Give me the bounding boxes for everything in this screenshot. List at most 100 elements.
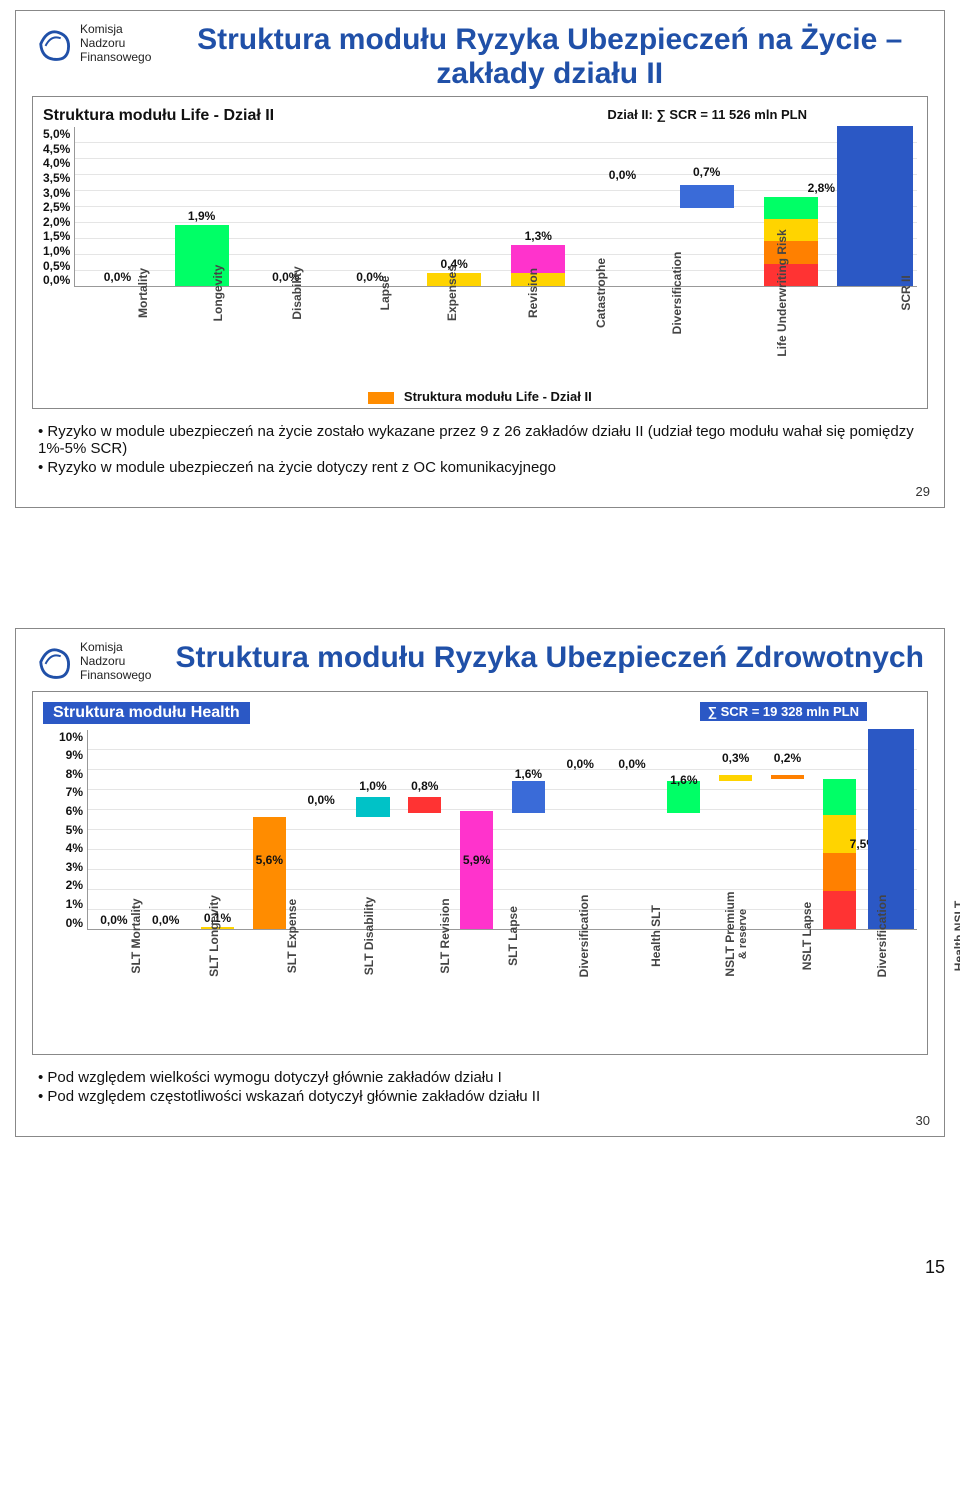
logo-line: Nadzoru: [80, 655, 151, 669]
chart-column: 0,0%: [606, 730, 658, 929]
y-tick-label: 3%: [43, 860, 83, 874]
slide-page-number: 30: [30, 1113, 930, 1128]
y-tick-label: 1,5%: [43, 229, 70, 243]
slide-page-number: 29: [30, 484, 930, 499]
bar-segment: [512, 781, 545, 813]
bar-segment: [408, 797, 441, 813]
slide-bullets: • Pod względem wielkości wymogu dotyczył…: [30, 1065, 930, 1109]
value-label: 0,8%: [411, 779, 438, 793]
chart-frame-life: Struktura modułu Life - Dział II Dział I…: [32, 96, 928, 409]
bullet-item: • Ryzyko w module ubezpieczeń na życie z…: [38, 423, 922, 457]
logo-line: Finansowego: [80, 51, 151, 65]
chart-column: 0,0%: [244, 127, 328, 286]
slide-30: Komisja Nadzoru Finansowego Struktura mo…: [15, 628, 945, 1136]
bullet-item: • Pod względem wielkości wymogu dotyczył…: [38, 1069, 922, 1086]
chart-legend: Struktura modułu Life - Dział II: [43, 389, 917, 404]
y-tick-label: 3,0%: [43, 186, 70, 200]
chart-column: 1,3%: [496, 127, 580, 286]
chart-frame-health: Struktura modułu Health ∑ SCR = 19 328 m…: [32, 691, 928, 1055]
bar-segment: [680, 185, 734, 207]
x-axis: SLT MortalitySLT LongevitySLT ExpenseSLT…: [43, 930, 917, 1050]
x-tick-label: SLT Lapse: [506, 906, 520, 966]
x-tick-label: Mortality: [136, 268, 150, 318]
x-tick-label: Revision: [526, 268, 540, 318]
x-tick-label: SLT Longevity: [207, 895, 221, 977]
logo-line: Komisja: [80, 641, 151, 655]
value-label: 1,0%: [359, 779, 386, 793]
y-tick-label: 4,0%: [43, 156, 70, 170]
value-label: 0,0%: [100, 913, 127, 927]
y-tick-label: 5,0%: [43, 127, 70, 141]
y-tick-label: 6%: [43, 804, 83, 818]
y-tick-label: 0,0%: [43, 273, 70, 287]
x-tick-label: SLT Disability: [362, 896, 376, 974]
x-tick-label: NSLT Premium& reserve: [723, 891, 749, 976]
x-tick-label: Longevity: [211, 265, 225, 322]
bar-segment: [764, 219, 818, 241]
value-label: 0,0%: [609, 168, 636, 182]
bar-segment: [253, 817, 286, 929]
bar-segment: [823, 779, 856, 815]
x-tick-label: Diversification: [875, 894, 889, 977]
bar-segment: [764, 241, 818, 263]
y-tick-label: 0,5%: [43, 259, 70, 273]
chart-column: 0,0%: [328, 127, 412, 286]
bar-segment: [460, 811, 493, 929]
value-label: 2,8%: [808, 181, 835, 195]
x-tick-label: Health SLT: [649, 905, 663, 967]
knf-logo-icon: [36, 643, 74, 681]
value-label: 0,0%: [618, 757, 645, 771]
y-tick-label: 4%: [43, 841, 83, 855]
x-tick-label: Expenses: [445, 265, 459, 321]
logo-line: Komisja: [80, 23, 151, 37]
chart-column: 0,0%: [295, 730, 347, 929]
x-tick-label: SLT Mortality: [129, 898, 143, 973]
value-label: 0,0%: [152, 913, 179, 927]
y-tick-label: 7%: [43, 785, 83, 799]
knf-logo: Komisja Nadzoru Finansowego: [30, 21, 157, 66]
value-label: 5,9%: [463, 853, 490, 867]
knf-logo: Komisja Nadzoru Finansowego: [30, 639, 157, 684]
value-label: 1,6%: [670, 773, 697, 787]
value-label: 1,9%: [188, 209, 215, 223]
x-tick-label: Lapse: [378, 276, 392, 311]
legend-swatch: [368, 392, 394, 404]
slide-29: Komisja Nadzoru Finansowego Struktura mo…: [15, 10, 945, 508]
knf-logo-text: Komisja Nadzoru Finansowego: [80, 641, 151, 682]
bar-segment: [823, 853, 856, 891]
chart-column: 1,6%: [658, 730, 710, 929]
y-tick-label: 2,0%: [43, 215, 70, 229]
bar-segment: [837, 126, 913, 286]
bar-segment: [719, 775, 752, 781]
y-tick-label: 0%: [43, 916, 83, 930]
value-label: 0,3%: [722, 751, 749, 765]
value-label: 0,0%: [307, 793, 334, 807]
chart-plot: 0,0%1,9%0,0%0,0%0,4%1,3%0,0%0,7%2,8%: [74, 127, 917, 287]
chart-column: [865, 730, 917, 929]
bar-segment: [764, 197, 818, 219]
value-label: 0,0%: [567, 757, 594, 771]
document-page-number: 15: [15, 1257, 945, 1278]
y-axis: 0%1%2%3%4%5%6%7%8%9%10%: [43, 730, 87, 930]
y-tick-label: 5%: [43, 823, 83, 837]
chart-column: 7,5%: [813, 730, 865, 929]
legend-label: Struktura modułu Life - Dział II: [404, 389, 592, 404]
logo-line: Nadzoru: [80, 37, 151, 51]
value-label: 0,2%: [774, 751, 801, 765]
bullet-item: • Pod względem częstotliwości wskazań do…: [38, 1088, 922, 1105]
chart-column: [833, 127, 917, 286]
x-tick-label: SLT Revision: [438, 898, 452, 973]
chart-title: Struktura modułu Health: [43, 702, 250, 724]
slide-header: Komisja Nadzoru Finansowego Struktura mo…: [30, 639, 930, 684]
x-tick-label: SLT Expense: [285, 898, 299, 972]
y-tick-label: 1,0%: [43, 244, 70, 258]
bar-segment: [771, 775, 804, 779]
x-tick-label: SCR II: [899, 276, 913, 311]
x-tick-label: Diversification: [577, 894, 591, 977]
chart-column: 1,6%: [503, 730, 555, 929]
chart-area: 0%1%2%3%4%5%6%7%8%9%10% 0,0%0,0%0,1%5,6%…: [43, 730, 917, 930]
y-axis: 0,0%0,5%1,0%1,5%2,0%2,5%3,0%3,5%4,0%4,5%…: [43, 127, 74, 287]
chart-column: 1,9%: [160, 127, 244, 286]
y-tick-label: 3,5%: [43, 171, 70, 185]
x-tick-label: Health NSLT: [952, 900, 960, 970]
